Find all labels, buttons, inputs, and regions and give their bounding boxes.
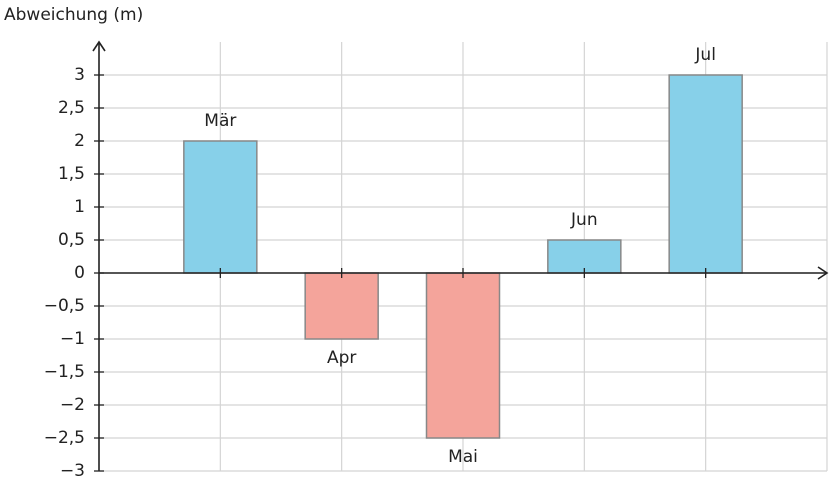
bar xyxy=(668,74,743,274)
bar xyxy=(304,272,379,340)
bar xyxy=(425,272,501,439)
y-tick-label: −2,5 xyxy=(44,428,85,448)
y-axis-arrow xyxy=(92,40,106,52)
chart-title: Abweichung (m) xyxy=(4,5,143,25)
bar-label: Jun xyxy=(570,210,598,230)
bar xyxy=(547,239,622,274)
x-axis-arrow xyxy=(817,266,829,280)
y-tick-label: 3 xyxy=(74,65,85,85)
y-tick-label: 0,5 xyxy=(58,230,85,250)
y-tick-label: −3 xyxy=(60,461,85,481)
bar xyxy=(183,140,258,274)
y-tick-label: 1,5 xyxy=(58,164,85,184)
bar-label: Mär xyxy=(204,111,236,131)
bar-label: Jul xyxy=(694,45,716,65)
y-tick-label: 0 xyxy=(74,263,85,283)
y-tick-label: −0,5 xyxy=(44,296,85,316)
y-tick-label: −1,5 xyxy=(44,362,85,382)
y-tick-label: −1 xyxy=(60,329,85,349)
bar-label: Mai xyxy=(448,447,478,467)
y-tick-label: 2,5 xyxy=(58,98,85,118)
bar-label: Apr xyxy=(327,348,356,368)
y-tick-label: −2 xyxy=(60,395,85,415)
y-tick-label: 2 xyxy=(74,131,85,151)
y-tick-label: 1 xyxy=(74,197,85,217)
